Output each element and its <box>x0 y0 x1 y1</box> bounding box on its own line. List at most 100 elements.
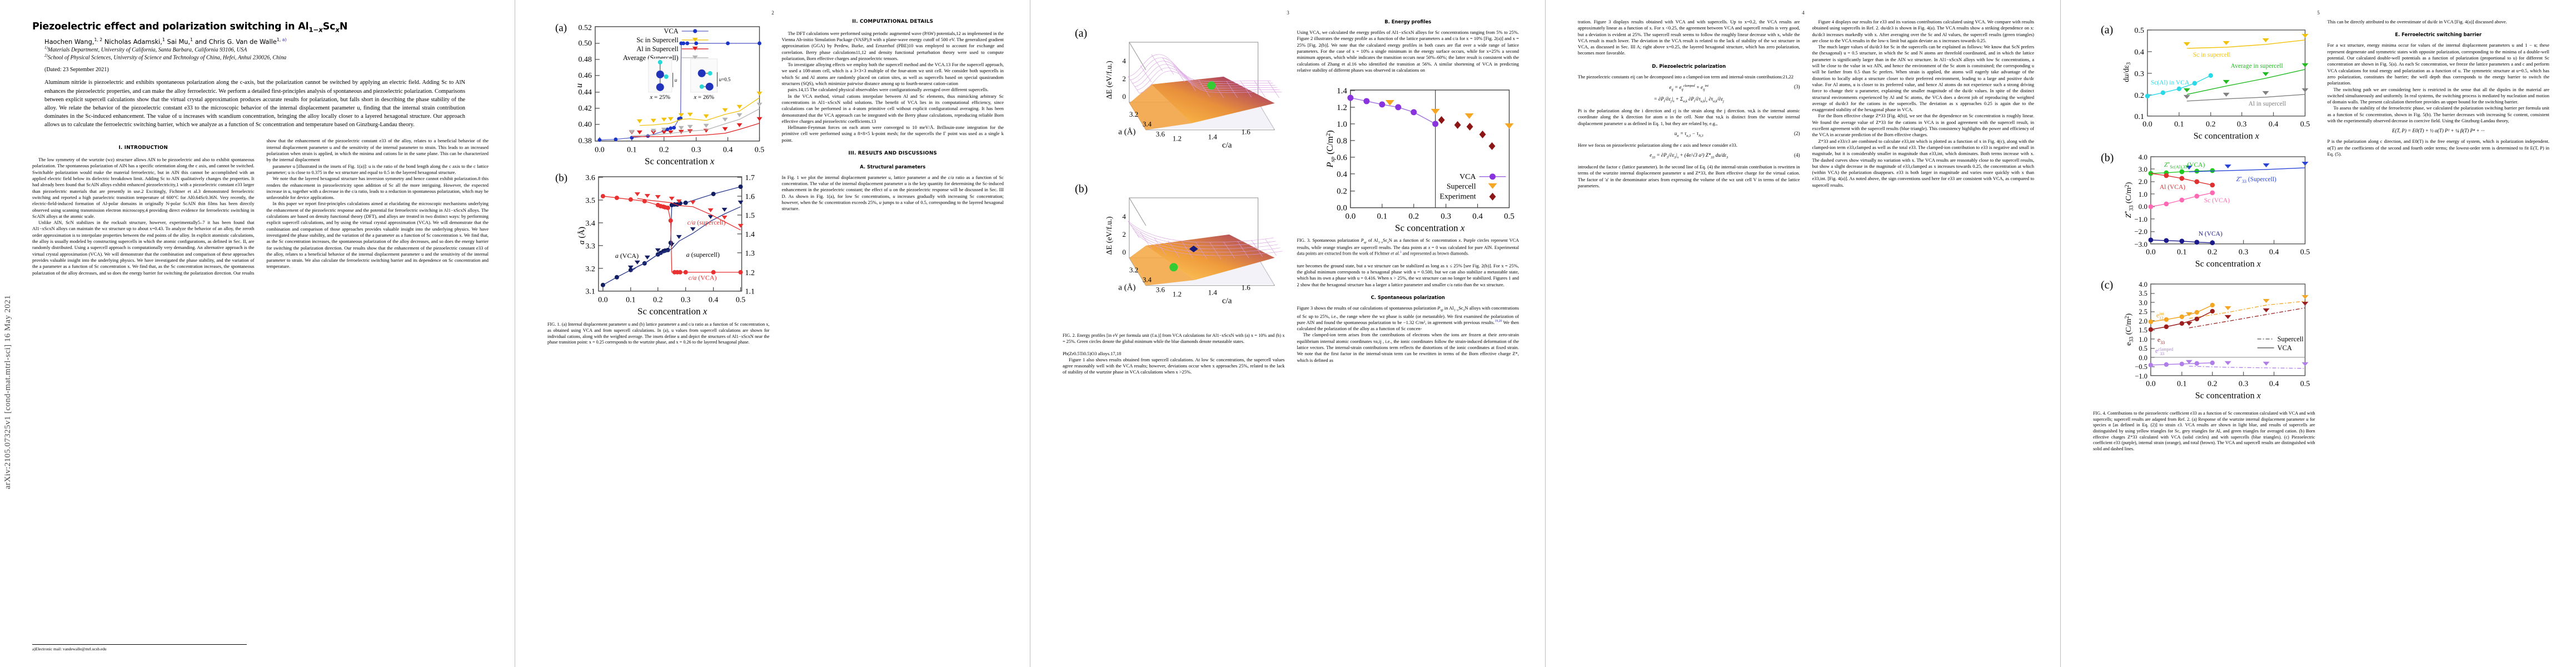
figure-4: (a) 0.1 0.2 0.3 0.4 0.5 <box>2093 19 2315 452</box>
fig4c-annot-e33clamped: eclamped 33 <box>2155 347 2173 356</box>
fig4a-xlabel: Sc concentration x <box>2194 132 2259 141</box>
svg-text:0.3: 0.3 <box>1441 212 1451 221</box>
paragraph: Unlike AlN, ScN stabilizes in the rocksa… <box>32 138 489 276</box>
svg-text:2.0: 2.0 <box>2139 317 2148 325</box>
svg-text:3.0: 3.0 <box>2139 299 2148 307</box>
svg-text:0.0: 0.0 <box>2146 380 2155 389</box>
svg-text:2.0: 2.0 <box>2139 177 2148 186</box>
equation-3: eij = eijclamped + eijint (3) <box>1669 84 1800 92</box>
paragraph: Z*33 and e33/ε3 are combined to calculat… <box>1812 138 2035 188</box>
svg-text:0.4: 0.4 <box>2134 48 2144 57</box>
svg-text:3.1: 3.1 <box>585 287 595 296</box>
svg-text:0.0: 0.0 <box>595 146 604 155</box>
fig1b-annot-a-vca: a (VCA) <box>615 251 639 259</box>
footnote: a)Electronic mail: vandewalle@mrl.ucsb.e… <box>32 644 247 651</box>
fig4b-xlabel: Sc concentration x <box>2195 259 2261 268</box>
svg-text:0.1: 0.1 <box>2134 113 2144 121</box>
svg-text:0.4: 0.4 <box>1337 170 1347 179</box>
panel-label-b: (b) <box>2101 152 2114 164</box>
svg-text:3.4: 3.4 <box>1143 120 1152 128</box>
fig1b-xlabel: Sc concentration x <box>637 306 707 316</box>
svg-text:0: 0 <box>1122 247 1125 256</box>
svg-text:3.4: 3.4 <box>585 220 595 228</box>
svg-text:1.6: 1.6 <box>1242 128 1251 136</box>
svg-text:1.1: 1.1 <box>745 287 755 296</box>
fig1a-legend-sc: Sc in Supercell <box>636 36 679 44</box>
svg-text:1.5: 1.5 <box>745 212 755 220</box>
svg-text:3.2: 3.2 <box>1129 110 1138 118</box>
fig4b-annot-n-vca: N (VCA) <box>2199 230 2223 237</box>
svg-text:−1.0: −1.0 <box>2135 372 2148 380</box>
svg-text:0.0: 0.0 <box>2142 121 2152 129</box>
svg-text:1.4: 1.4 <box>745 231 755 239</box>
svg-text:0.6: 0.6 <box>1337 153 1347 162</box>
figure-4-caption: FIG. 4. Contributions to the piezoelectr… <box>2093 411 2315 452</box>
fig2b-global-minimum-marker <box>1169 262 1178 271</box>
equation-5: E(T, P) = E0(T) + ½ α(T) P² + ¼ β(T) P⁴ … <box>2392 128 2485 134</box>
fig1b-annot-a-supercell: a (supercell) <box>686 250 720 258</box>
fig2b-metastable-marker <box>1189 245 1198 252</box>
svg-text:0.5: 0.5 <box>2300 121 2310 129</box>
svg-text:4: 4 <box>1122 57 1126 65</box>
svg-text:0.4: 0.4 <box>2269 121 2278 129</box>
svg-text:1.5: 1.5 <box>2139 326 2148 334</box>
paragraph: This can be directly attributed to the o… <box>2327 19 2507 24</box>
paragraph: To investigate alloying effects we emplo… <box>781 62 1004 87</box>
fig2a-ylabel: c/a <box>1222 141 1232 150</box>
svg-text:0.5: 0.5 <box>755 146 764 155</box>
svg-text:0.44: 0.44 <box>578 88 591 97</box>
paragraph: Using VCA, we calculated the energy prof… <box>1297 29 1519 73</box>
fig1b-annot-ca-supercell: c/a (supercell) <box>687 218 726 226</box>
svg-text:0.3: 0.3 <box>681 296 690 304</box>
fig1a-legend-al: Al in Supercell <box>636 45 679 53</box>
svg-text:0.5: 0.5 <box>1504 212 1514 221</box>
svg-text:−3.0: −3.0 <box>2134 240 2148 248</box>
subsection-structural: A. Structural parameters <box>860 163 926 170</box>
fig4b-ylabel: Z*33 (C/m2) <box>2124 182 2135 218</box>
figure-1: (a) 0.38 0.40 0.42 0.44 0.46 0.48 0.50 0.52 <box>547 19 770 346</box>
svg-text:0.38: 0.38 <box>578 137 591 146</box>
paragraph: For a wz structure, energy minima occur … <box>2327 42 2550 86</box>
svg-text:0.1: 0.1 <box>2174 121 2184 129</box>
svg-text:0.3: 0.3 <box>2237 121 2246 129</box>
svg-text:1.2: 1.2 <box>1173 290 1182 298</box>
page-4: 4 tration. Figure 3 displays results obt… <box>1546 0 2061 667</box>
paragraph: parameter u [illustrated in the insets o… <box>266 163 489 175</box>
svg-text:0.0: 0.0 <box>1337 204 1347 213</box>
svg-text:0.1: 0.1 <box>2177 248 2186 256</box>
fig1a-ylabel: u <box>575 83 584 88</box>
paragraph: ture becomes the ground state, but a wz … <box>1297 262 1519 287</box>
fig3-legend-vca: VCA <box>1459 173 1476 181</box>
svg-text:x = 26%: x = 26% <box>693 94 714 101</box>
svg-text:2.5: 2.5 <box>2139 308 2148 316</box>
svg-text:1.2: 1.2 <box>1337 103 1347 112</box>
svg-text:1.6: 1.6 <box>1242 283 1251 291</box>
paragraph: Here we focus on piezoelectric polarizat… <box>1578 142 1737 148</box>
svg-text:1.7: 1.7 <box>745 174 755 182</box>
svg-text:3.5: 3.5 <box>2139 290 2148 297</box>
svg-text:0.4: 0.4 <box>1472 212 1483 221</box>
svg-text:0.5: 0.5 <box>2134 27 2144 35</box>
svg-text:0.4: 0.4 <box>2269 380 2279 389</box>
fig4c-annot-e33: e33 <box>2158 336 2165 345</box>
figure-3: 0.0 0.2 0.4 0.6 0.8 1.0 1.2 1.4 <box>1297 73 1519 257</box>
subsection-piezoelectric: D. Piezoelectric polarization <box>1652 63 1726 69</box>
fig4c-annot-e33int: eint 33 <box>2156 311 2165 321</box>
svg-text:1.4: 1.4 <box>1208 288 1218 296</box>
svg-text:1.0: 1.0 <box>2139 190 2148 198</box>
svg-text:0: 0 <box>1122 92 1125 101</box>
fig2a-global-minimum-marker <box>1207 81 1216 90</box>
svg-text:1.0: 1.0 <box>2139 336 2148 344</box>
affiliation-2-text: School of Physical Sciences, University … <box>47 54 287 61</box>
fig4c-legend-supercell: Supercell <box>2278 335 2304 343</box>
paragraph: We note that the layered hexagonal struc… <box>266 176 489 201</box>
figure-4b-plot: (b) −3.0 −2.0 −1.0 0.0 1.0 2.0 3.0 4.0 <box>2093 147 2315 275</box>
paragraph: Pi is the polarization along the i direc… <box>1578 108 1800 126</box>
panel-label-c: (c) <box>2101 279 2113 291</box>
figure-1b-plot: (b) 3.1 3.2 3.3 3.4 3.5 3.6 1.1 1.2 1.3 1.4 1.5… <box>547 169 770 319</box>
fig4b-annot-zsc-vca: Z*Sc(Al),33(VCA) <box>2164 161 2205 170</box>
paragraph: The switching path we are considering he… <box>2327 86 2550 105</box>
svg-text:0.5: 0.5 <box>2139 345 2148 352</box>
paragraph: In the VCA method, virtual cations inter… <box>781 93 1004 124</box>
svg-text:0.8: 0.8 <box>1337 137 1347 146</box>
